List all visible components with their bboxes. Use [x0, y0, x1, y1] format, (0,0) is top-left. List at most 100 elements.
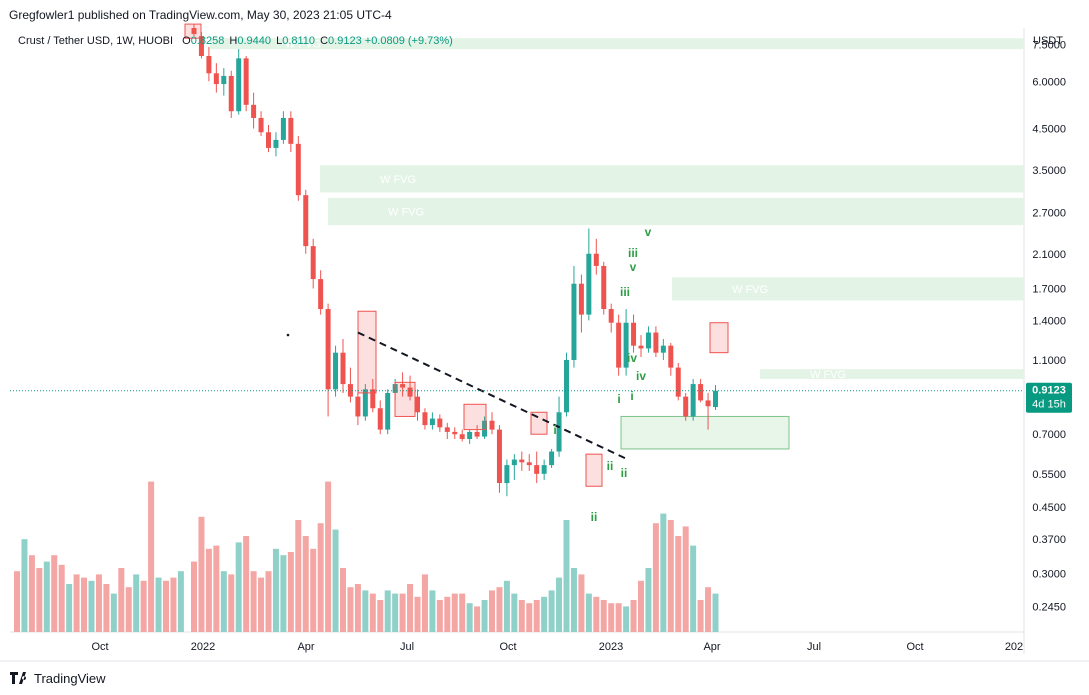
- volume-bar: [578, 574, 585, 632]
- candle-body: [668, 345, 674, 368]
- volume-bar: [481, 600, 488, 632]
- volume-bar: [347, 587, 354, 632]
- candle-body: [489, 420, 495, 430]
- volume-bar: [125, 587, 132, 632]
- candle-body: [549, 451, 555, 466]
- candle-body: [437, 418, 443, 428]
- volume-bar: [585, 593, 592, 632]
- candle-body: [288, 117, 294, 144]
- volume-bar: [712, 593, 719, 632]
- volume-bar: [340, 568, 346, 632]
- volume-bar: [198, 516, 205, 632]
- x-tick-label: Oct: [91, 641, 108, 653]
- candle-body: [355, 396, 361, 417]
- wave-label: iii: [620, 285, 630, 299]
- candle-body: [504, 465, 510, 484]
- volume-bar: [205, 548, 212, 632]
- volume-bar: [675, 536, 682, 632]
- candle-body: [526, 462, 532, 466]
- y-tick-label: 2.7000: [1032, 207, 1066, 219]
- volume-bar: [36, 568, 43, 632]
- x-tick-label: 202: [1005, 641, 1023, 653]
- currency-label: USDT: [1033, 35, 1063, 47]
- candle-body: [236, 58, 242, 112]
- fvg-zone-label: W FVG: [388, 207, 424, 219]
- candle-body: [228, 75, 234, 112]
- candle-body: [631, 322, 637, 346]
- wave-label: ii: [607, 459, 614, 473]
- y-tick-label: 1.1000: [1032, 355, 1066, 367]
- volume-bar: [451, 593, 458, 632]
- wave-label: iv: [636, 369, 646, 383]
- candle-body: [467, 431, 473, 439]
- marker-dot: [286, 333, 290, 337]
- volume-bar: [51, 555, 58, 632]
- candle-body: [556, 412, 562, 452]
- tradingview-logo[interactable]: TradingView: [10, 669, 106, 687]
- volume-bar: [148, 481, 155, 632]
- volume-bar: [548, 590, 555, 632]
- volume-bar: [570, 568, 577, 632]
- volume-bar: [369, 593, 376, 632]
- y-tick-label: 0.3000: [1032, 568, 1066, 580]
- x-tick-label: 2022: [191, 641, 215, 653]
- volume-bar: [682, 526, 689, 632]
- volume-bar: [58, 564, 65, 632]
- candle-body: [571, 283, 577, 360]
- volume-bar: [377, 600, 384, 632]
- low-label: L: [276, 35, 283, 47]
- x-tick-label: Oct: [906, 641, 923, 653]
- candle-body: [273, 139, 279, 148]
- candle-body: [377, 408, 383, 430]
- volume-bar: [593, 596, 600, 632]
- fvg-zone: [672, 277, 1024, 301]
- y-tick-label: 3.5000: [1032, 165, 1066, 177]
- volume-bar: [280, 555, 287, 632]
- volume-bar: [14, 571, 20, 632]
- candle-body: [422, 412, 428, 426]
- volume-bar: [526, 603, 533, 632]
- candle-body: [616, 322, 622, 368]
- wave-label: i: [630, 389, 633, 403]
- published-info: Gregfowler1 published on TradingView.com…: [9, 8, 392, 22]
- y-tick-label: 0.5500: [1032, 469, 1066, 481]
- y-tick-label: 0.4500: [1032, 502, 1066, 514]
- volume-bar: [170, 577, 177, 632]
- volume-bar: [697, 600, 704, 632]
- highlight-box: [184, 23, 202, 39]
- volume-bar: [615, 603, 622, 632]
- highlight-box: [394, 381, 416, 417]
- volume-bar: [28, 555, 35, 632]
- volume-bar: [191, 561, 197, 632]
- volume-bar: [272, 548, 279, 632]
- volume-bar: [177, 571, 184, 632]
- volume-bar: [414, 596, 421, 632]
- wave-label: v: [645, 225, 652, 239]
- candle-body: [251, 104, 257, 118]
- volume-bar: [399, 593, 406, 632]
- y-tick-label: 0.3700: [1032, 534, 1066, 546]
- candle-body: [295, 143, 301, 196]
- tradingview-icon: [10, 672, 27, 684]
- candle-body: [698, 384, 704, 401]
- highlight-box: [463, 403, 487, 431]
- volume-bar: [474, 606, 481, 632]
- volume-bar: [325, 481, 332, 632]
- x-tick-label: Oct: [499, 641, 516, 653]
- symbol-name: Crust / Tether USD, 1W, HUOBI: [18, 35, 174, 47]
- volume-bar: [667, 520, 674, 632]
- volume-bar: [213, 545, 220, 632]
- volume-bar: [556, 577, 563, 632]
- candle-body: [705, 400, 711, 407]
- volume-bar: [43, 561, 50, 632]
- candle-body: [221, 75, 227, 85]
- volume-bar: [228, 574, 235, 632]
- volume-bar: [103, 584, 110, 632]
- high-label: H: [229, 35, 238, 47]
- candle-body: [593, 253, 599, 266]
- wave-label: ii: [591, 510, 598, 524]
- candle-body: [191, 28, 197, 35]
- y-tick-label: 0.2450: [1032, 602, 1066, 614]
- fvg-zone-label: W FVG: [732, 284, 768, 296]
